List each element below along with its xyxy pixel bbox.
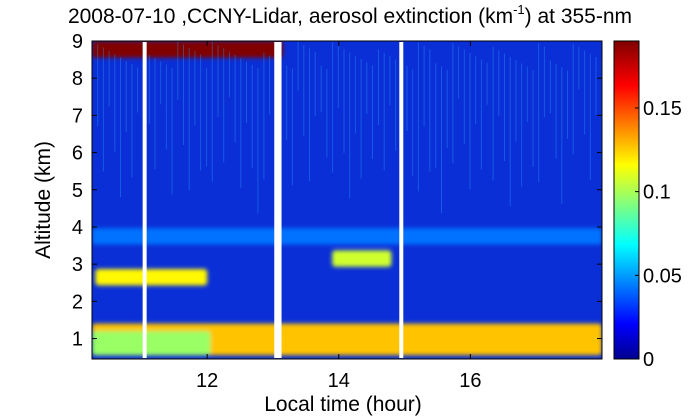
data-gaps <box>142 42 404 358</box>
data-gap-3 <box>399 42 404 358</box>
heatmap-layer-5 <box>92 41 283 58</box>
x-axis-label: Local time (hour) <box>264 393 422 416</box>
x-tick-label: 14 <box>328 370 350 392</box>
y-tick-label: 6 <box>72 143 83 165</box>
x-tick-label: 16 <box>459 370 481 392</box>
data-gap-1 <box>274 42 279 358</box>
colorbar-tick-label: 0.15 <box>643 98 682 120</box>
y-tick-label: 4 <box>72 217 83 239</box>
colorbar-tick-label: 0 <box>643 349 654 371</box>
heatmap-layer-0 <box>92 323 602 356</box>
heatmap-layer-3 <box>332 250 392 267</box>
x-tick-label: 12 <box>196 370 218 392</box>
chart-title-suffix: ) at 355-nm <box>525 5 632 28</box>
chart-title: 2008-07-10 ,CCNY-Lidar, aerosol extincti… <box>68 2 632 28</box>
background-texture <box>92 41 602 214</box>
colorbar-gradient <box>613 40 640 360</box>
heatmap-layer-4 <box>92 228 602 245</box>
plot-area <box>91 40 603 360</box>
colorbar-tick-label: 0.1 <box>643 182 671 204</box>
y-tick-label: 2 <box>72 291 83 313</box>
data-gap-2 <box>277 42 282 358</box>
y-tick-label: 5 <box>72 180 83 202</box>
colorbar-tick-label: 0.05 <box>643 265 682 287</box>
colorbar: 0 0.05 0.1 0.15 <box>613 40 682 371</box>
y-tick-label: 9 <box>72 31 83 53</box>
y-tick-label: 3 <box>72 254 83 276</box>
plot-background <box>92 41 602 359</box>
y-axis-ticks: 1 2 3 4 5 6 7 8 9 <box>72 31 602 351</box>
heatmap-layers <box>92 41 602 356</box>
x-axis-ticks: 12 14 16 <box>196 41 482 392</box>
y-axis-label: Altitude (km) <box>32 141 55 259</box>
y-tick-label: 7 <box>72 105 83 127</box>
y-tick-label: 1 <box>72 329 83 351</box>
chart-title-text: 2008-07-10 ,CCNY-Lidar, aerosol extincti… <box>68 5 513 28</box>
plot-frame <box>91 40 603 360</box>
data-gap-0 <box>142 42 147 358</box>
heatmap-layer-2 <box>95 268 208 286</box>
y-tick-label: 8 <box>72 68 83 90</box>
colorbar-ticks: 0 0.05 0.1 0.15 <box>635 98 682 371</box>
heatmap-layer-1 <box>92 331 211 356</box>
chart-title-superscript: -1 <box>513 2 525 17</box>
aerosol-features <box>92 41 602 356</box>
